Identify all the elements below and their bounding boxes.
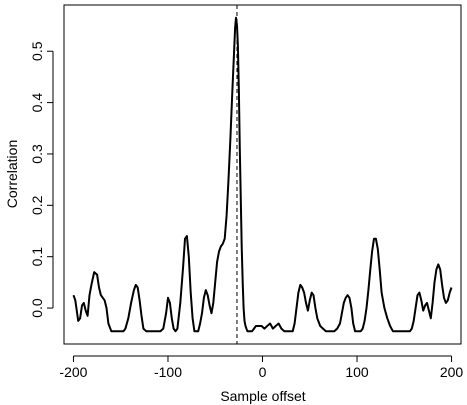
x-tick-label: 200 <box>440 364 464 380</box>
x-tick-label: -200 <box>59 364 87 380</box>
y-tick-label: 0.2 <box>29 195 45 215</box>
y-tick-label: 0.3 <box>29 144 45 164</box>
y-tick-label: 0.5 <box>29 41 45 61</box>
x-tick-label: 0 <box>259 364 267 380</box>
y-tick-label: 0.4 <box>29 93 45 113</box>
y-tick-label: 0.1 <box>29 247 45 267</box>
x-axis-label: Sample offset <box>220 388 305 404</box>
x-axis: -200 -100 0 100 200 <box>59 355 464 380</box>
x-tick-label: -100 <box>154 364 182 380</box>
y-axis-label: Correlation <box>4 140 20 208</box>
x-tick-label: 100 <box>345 364 369 380</box>
correlation-line <box>72 16 453 333</box>
plot-frame <box>63 4 462 345</box>
y-axis: 0.0 0.1 0.2 0.3 0.4 0.5 <box>29 41 54 318</box>
y-tick-label: 0.0 <box>29 298 45 318</box>
plot-area <box>72 5 453 344</box>
